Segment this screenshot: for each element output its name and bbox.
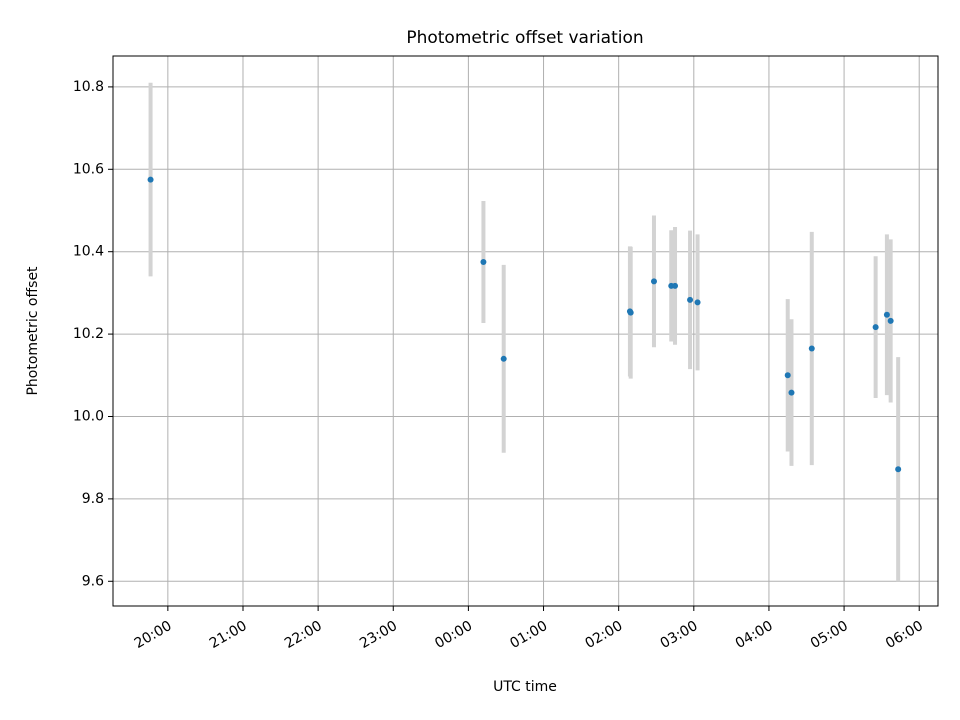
y-tick-label: 9.8 bbox=[82, 491, 104, 507]
y-tick-label: 10.8 bbox=[73, 79, 104, 95]
y-tick-label: 10.4 bbox=[73, 244, 104, 260]
x-axis-label: UTC time bbox=[493, 679, 557, 695]
plot-frame bbox=[112, 55, 939, 607]
grid bbox=[113, 56, 938, 606]
data-point bbox=[500, 355, 507, 362]
y-tick-label: 10.2 bbox=[73, 326, 104, 342]
y-axis-label: Photometric offset bbox=[25, 266, 41, 396]
data-point bbox=[480, 258, 487, 265]
data-point bbox=[883, 311, 890, 318]
data-point bbox=[650, 278, 657, 285]
data-points bbox=[147, 176, 902, 473]
y-tick-label: 9.6 bbox=[82, 573, 104, 589]
data-point bbox=[872, 324, 879, 331]
data-point bbox=[788, 389, 795, 396]
y-tick-label: 10.6 bbox=[73, 161, 104, 177]
data-point bbox=[694, 299, 701, 306]
data-point bbox=[808, 345, 815, 352]
data-point bbox=[627, 309, 634, 316]
chart-title: Photometric offset variation bbox=[406, 28, 643, 48]
data-point bbox=[672, 282, 679, 289]
ticks bbox=[108, 86, 920, 611]
data-point bbox=[784, 372, 791, 379]
data-point bbox=[887, 317, 894, 324]
y-tick-label: 10.0 bbox=[73, 408, 104, 424]
data-point bbox=[895, 466, 902, 473]
data-point bbox=[147, 176, 154, 183]
data-point bbox=[687, 296, 694, 303]
